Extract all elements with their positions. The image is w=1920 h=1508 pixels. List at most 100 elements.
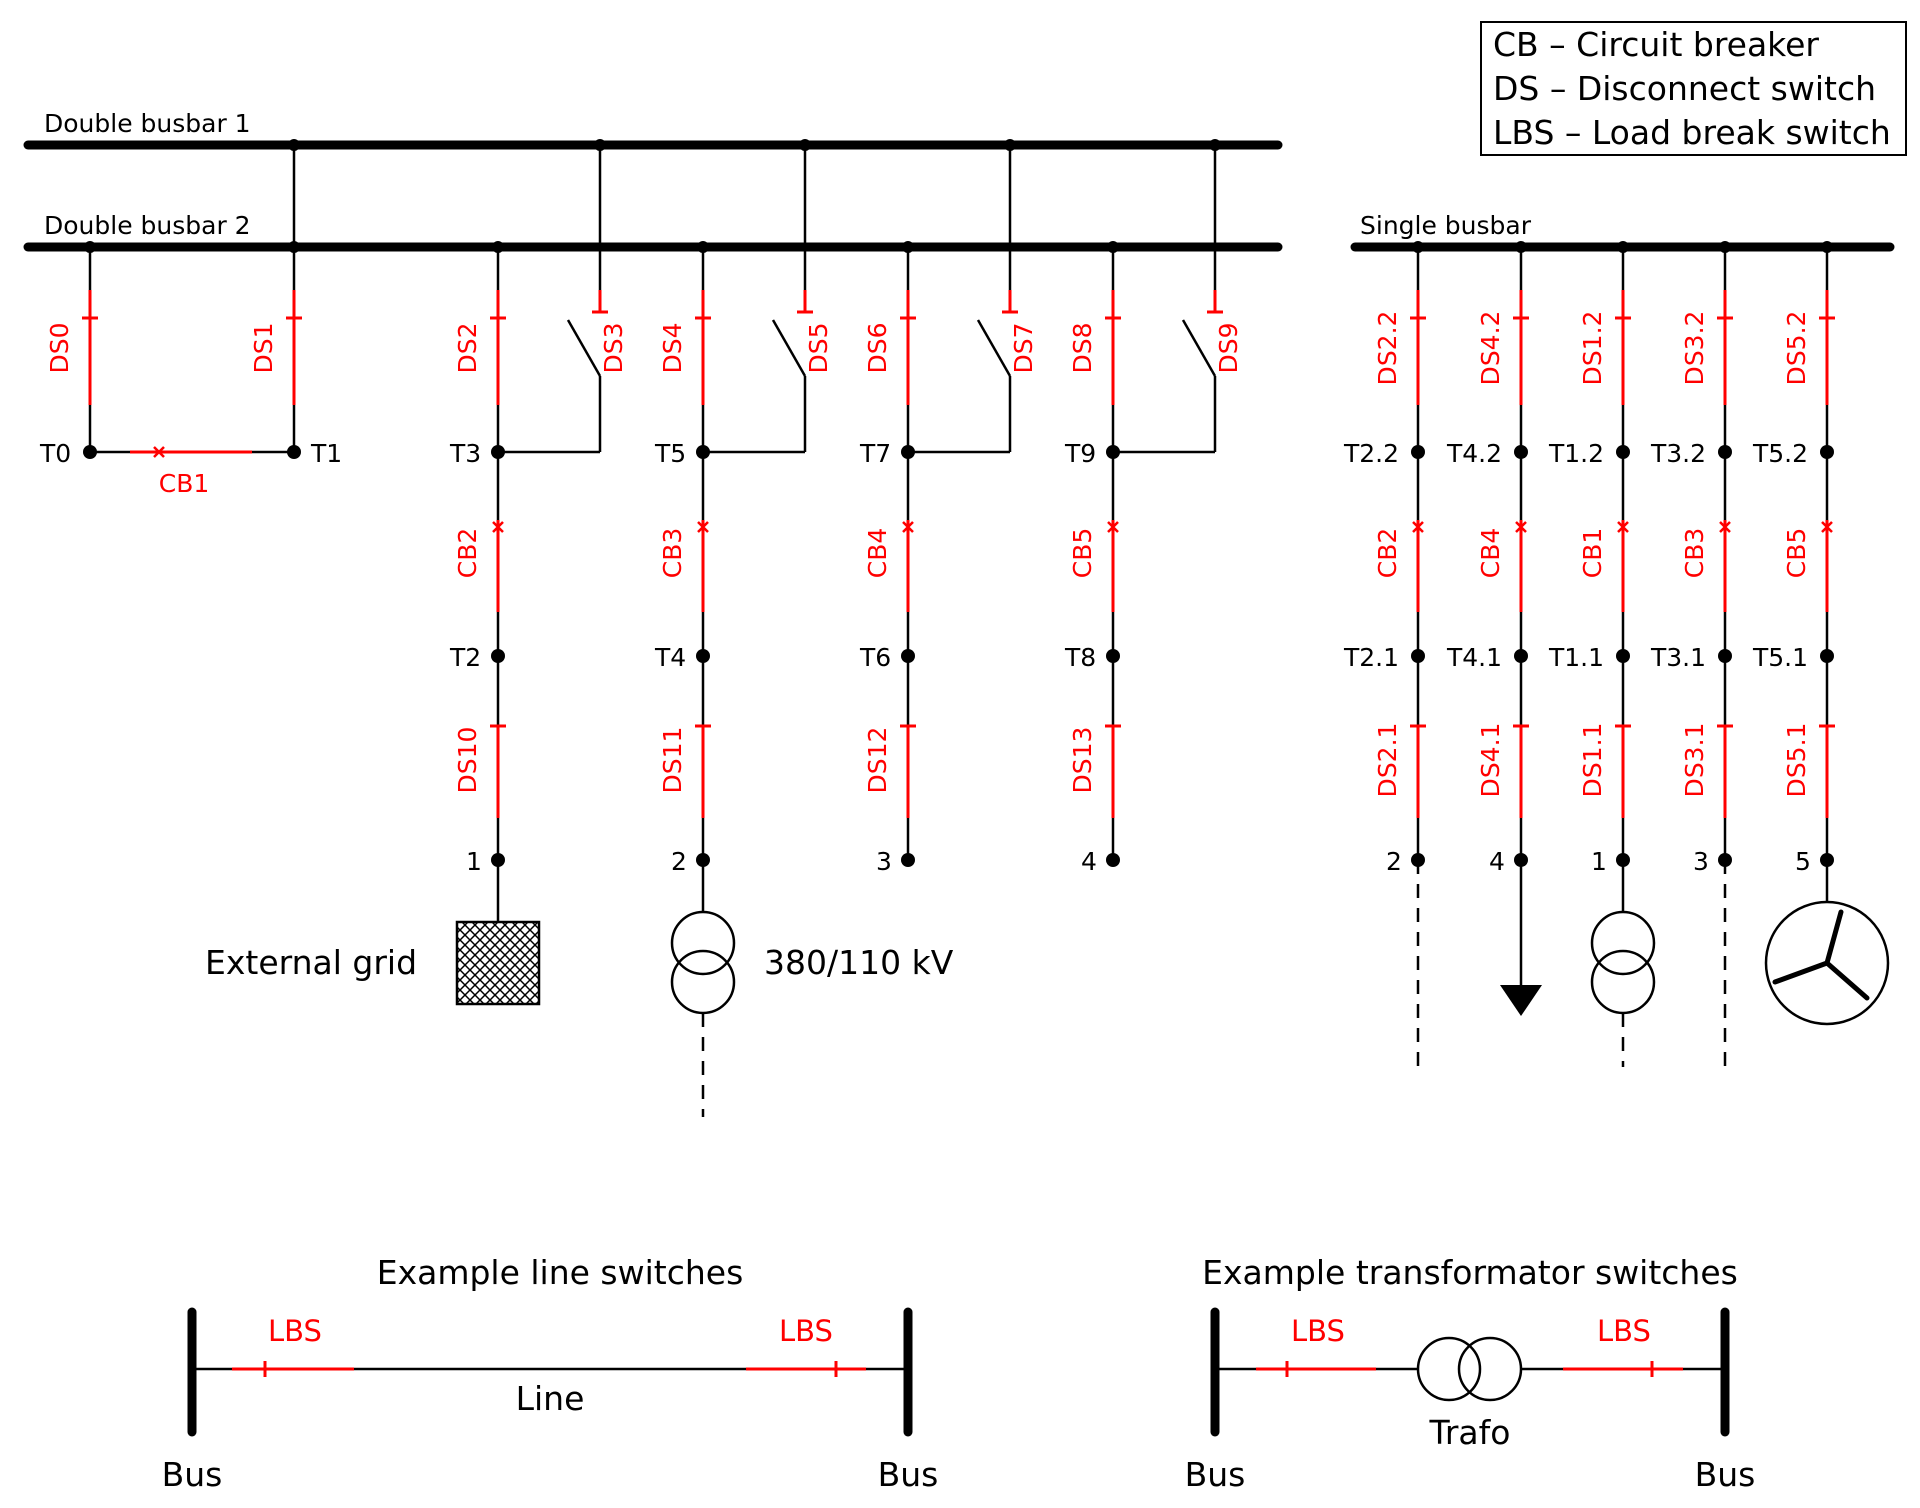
example-line-switches: Example line switches LBS LBS Line Bus B… — [162, 1253, 939, 1494]
ds1-label: DS1 — [249, 322, 278, 373]
snode-upper-5 — [1820, 445, 1834, 459]
ds-bottom-label-1: DS10 — [453, 727, 482, 794]
ds-alt-blade-2 — [771, 319, 807, 377]
t1-label: T1 — [310, 439, 342, 468]
scb-1-x — [1412, 521, 1424, 533]
ds-bottom-label-2: DS11 — [658, 727, 687, 794]
sterminal-label-4: 3 — [1693, 847, 1709, 876]
sds-bottom-label-5: DS5.1 — [1782, 723, 1811, 798]
sterminal-label-2: 4 — [1489, 847, 1505, 876]
snode-lower-label-1: T2.1 — [1343, 643, 1399, 672]
snode-lower-label-2: T4.1 — [1446, 643, 1502, 672]
single-bay-2: DS4.2 T4.2 CB4 T4.1 DS4.1 4 — [1446, 241, 1542, 1016]
sterminal-label-1: 2 — [1386, 847, 1402, 876]
node-lower-label-2: T4 — [654, 643, 686, 672]
node-upper-label-3: T7 — [859, 439, 891, 468]
snode-upper-3 — [1616, 445, 1630, 459]
legend-cb: CB – Circuit breaker — [1493, 25, 1819, 64]
snode-upper-label-5: T5.2 — [1752, 439, 1808, 468]
cb1-x — [153, 446, 165, 458]
sds-bottom-label-4: DS3.1 — [1680, 723, 1709, 798]
cb-label-1: CB2 — [453, 528, 482, 579]
node-lower-label-1: T2 — [449, 643, 481, 672]
cb-4-x — [1107, 521, 1119, 533]
snode-lower-label-5: T5.1 — [1752, 643, 1808, 672]
double-busbar-2-label: Double busbar 2 — [44, 211, 251, 240]
bus-coupler: DS0 T0 DS1 T1 CB1 — [39, 139, 342, 498]
line-example-title: Example line switches — [377, 1253, 744, 1292]
snode-lower-3 — [1616, 649, 1630, 663]
double-bay-4: DS8 DS9 T9 CB5 T8 DS13 4 — [1064, 139, 1243, 876]
node-lower-label-3: T6 — [859, 643, 891, 672]
ds-alt-label-2: DS5 — [804, 322, 833, 373]
ds-alt-label-3: DS7 — [1009, 322, 1038, 373]
line-bus-left-label: Bus — [162, 1455, 223, 1494]
sds-bottom-label-1: DS2.1 — [1373, 723, 1402, 798]
terminal-3 — [901, 853, 915, 867]
line-lbs-right-label: LBS — [779, 1314, 833, 1348]
snode-lower-1 — [1411, 649, 1425, 663]
line-label: Line — [516, 1379, 585, 1418]
node-upper-label-2: T5 — [654, 439, 686, 468]
node-upper-label-4: T9 — [1064, 439, 1096, 468]
sds-top-label-4: DS3.2 — [1680, 311, 1709, 386]
legend: CB – Circuit breaker DS – Disconnect swi… — [1480, 21, 1907, 156]
sds-top-label-3: DS1.2 — [1578, 311, 1607, 386]
external-grid-label: External grid — [205, 943, 417, 982]
double-bay-2: DS4 DS5 T5 CB3 T4 DS11 2 — [654, 139, 833, 876]
node-lower-1 — [491, 649, 505, 663]
snode-upper-1 — [1411, 445, 1425, 459]
legend-box — [1480, 21, 1907, 156]
sterminal-label-5: 5 — [1795, 847, 1811, 876]
scb-4-x — [1719, 521, 1731, 533]
ds-top-label-2: DS4 — [658, 322, 687, 373]
scb-label-3: CB1 — [1578, 528, 1607, 579]
trafo-bus-right-label: Bus — [1695, 1455, 1756, 1494]
double-busbar-1-label: Double busbar 1 — [44, 109, 251, 138]
ds-top-label-3: DS6 — [863, 322, 892, 373]
snode-upper-label-3: T1.2 — [1548, 439, 1604, 468]
external-grid-symbol — [455, 920, 541, 1006]
snode-upper-label-1: T2.2 — [1343, 439, 1399, 468]
snode-lower-label-3: T1.1 — [1548, 643, 1604, 672]
single-bay-1: DS2.2 T2.2 CB2 T2.1 DS2.1 2 — [1343, 241, 1426, 1067]
ds-top-label-1: DS2 — [453, 322, 482, 373]
cb-3-x — [902, 521, 914, 533]
trafo-example-title: Example transformator switches — [1202, 1253, 1738, 1292]
double-bay-1: DS2 DS3 T3 CB2 T2 DS10 1 — [449, 139, 628, 876]
ds-alt-blade-3 — [976, 319, 1012, 377]
node-lower-3 — [901, 649, 915, 663]
terminal-label-2: 2 — [671, 847, 687, 876]
ds-alt-blade-1 — [566, 319, 602, 377]
node-lower-4 — [1106, 649, 1120, 663]
transformer-icon — [1590, 910, 1656, 976]
scb-label-1: CB2 — [1373, 528, 1402, 579]
line-bus-right-label: Bus — [878, 1455, 939, 1494]
scb-5-x — [1821, 521, 1833, 533]
single-bay-4: DS3.2 T3.2 CB3 T3.1 DS3.1 3 — [1650, 241, 1733, 1067]
legend-ds: DS – Disconnect switch — [1493, 69, 1876, 108]
snode-lower-5 — [1820, 649, 1834, 663]
sds-bottom-label-3: DS1.1 — [1578, 723, 1607, 798]
cb-label-2: CB3 — [658, 528, 687, 579]
trafo-lbs-right-label: LBS — [1597, 1314, 1651, 1348]
double-bay-3: DS6 DS7 T7 CB4 T6 DS12 3 — [859, 139, 1038, 876]
wind-generator-icon — [1764, 900, 1890, 1026]
ds0-label: DS0 — [45, 322, 74, 373]
line-lbs-left-label: LBS — [268, 1314, 322, 1348]
sds-top-label-2: DS4.2 — [1476, 311, 1505, 386]
trafo-label: Trafo — [1429, 1413, 1511, 1452]
node-lower-label-4: T8 — [1064, 643, 1096, 672]
example-transformator-switches: Example transformator switches LBS LBS T… — [1185, 1253, 1756, 1494]
load-arrow-icon — [1500, 985, 1542, 1016]
snode-lower-label-4: T3.1 — [1650, 643, 1706, 672]
terminal-label-3: 3 — [876, 847, 892, 876]
terminal-label-1: 1 — [466, 847, 482, 876]
terminal-label-4: 4 — [1081, 847, 1097, 876]
ds-alt-blade-4 — [1181, 319, 1217, 377]
sterminal-label-3: 1 — [1591, 847, 1607, 876]
sds-top-label-5: DS5.2 — [1782, 311, 1811, 386]
node-upper-label-1: T3 — [449, 439, 481, 468]
